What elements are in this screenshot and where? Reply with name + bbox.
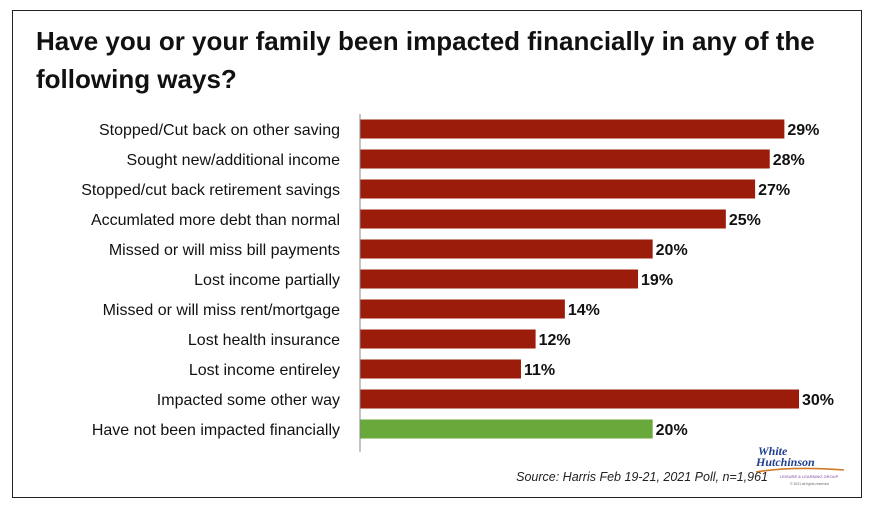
data-label: 19%: [641, 272, 673, 289]
data-label: 11%: [524, 362, 555, 379]
bar-highlight: [360, 419, 653, 439]
category-label: Accumlated more debt than normal: [91, 212, 340, 229]
data-label: 12%: [539, 332, 571, 349]
bar: [360, 389, 799, 409]
white-hutchinson-logo: White Hutchinson LEISURE & LEARNING GROU…: [752, 442, 852, 492]
category-label: Sought new/additional income: [127, 152, 341, 169]
category-label: Impacted some other way: [157, 392, 340, 409]
category-label: Stopped/cut back retirement savings: [81, 182, 340, 199]
logo-line1: White: [758, 444, 788, 458]
data-label: 20%: [656, 242, 688, 259]
data-label: 27%: [758, 182, 790, 199]
logo-line2: Hutchinson: [755, 455, 815, 469]
data-label: 14%: [568, 302, 600, 319]
data-label: 25%: [729, 212, 761, 229]
chart-title: Have you or your family been impacted fi…: [36, 26, 815, 94]
bar: [360, 149, 770, 169]
bar: [360, 239, 653, 259]
bar: [360, 329, 536, 349]
category-label: Missed or will miss rent/mortgage: [103, 302, 341, 319]
category-label: Stopped/Cut back on other saving: [99, 122, 340, 139]
data-label: 30%: [802, 392, 834, 409]
category-label: Lost income partially: [194, 272, 340, 289]
category-label: Missed or will miss bill payments: [109, 242, 340, 259]
bar: [360, 299, 565, 319]
source-note: Source: Harris Feb 19-21, 2021 Poll, n=1…: [516, 470, 768, 484]
category-label: Lost health insurance: [188, 332, 340, 349]
bar: [360, 269, 639, 289]
logo-tagline: LEISURE & LEARNING GROUP: [780, 474, 839, 479]
data-label: 29%: [787, 122, 819, 139]
category-label: Have not been impacted financially: [92, 422, 340, 439]
bar: [360, 179, 756, 199]
data-label: 20%: [656, 422, 688, 439]
logo-copyright: © 2021 all rights reserved: [790, 482, 829, 486]
bar: [360, 119, 785, 139]
data-label: 28%: [773, 152, 805, 169]
category-label: Lost income entireley: [189, 362, 340, 379]
bar: [360, 209, 726, 229]
bar: [360, 359, 521, 379]
